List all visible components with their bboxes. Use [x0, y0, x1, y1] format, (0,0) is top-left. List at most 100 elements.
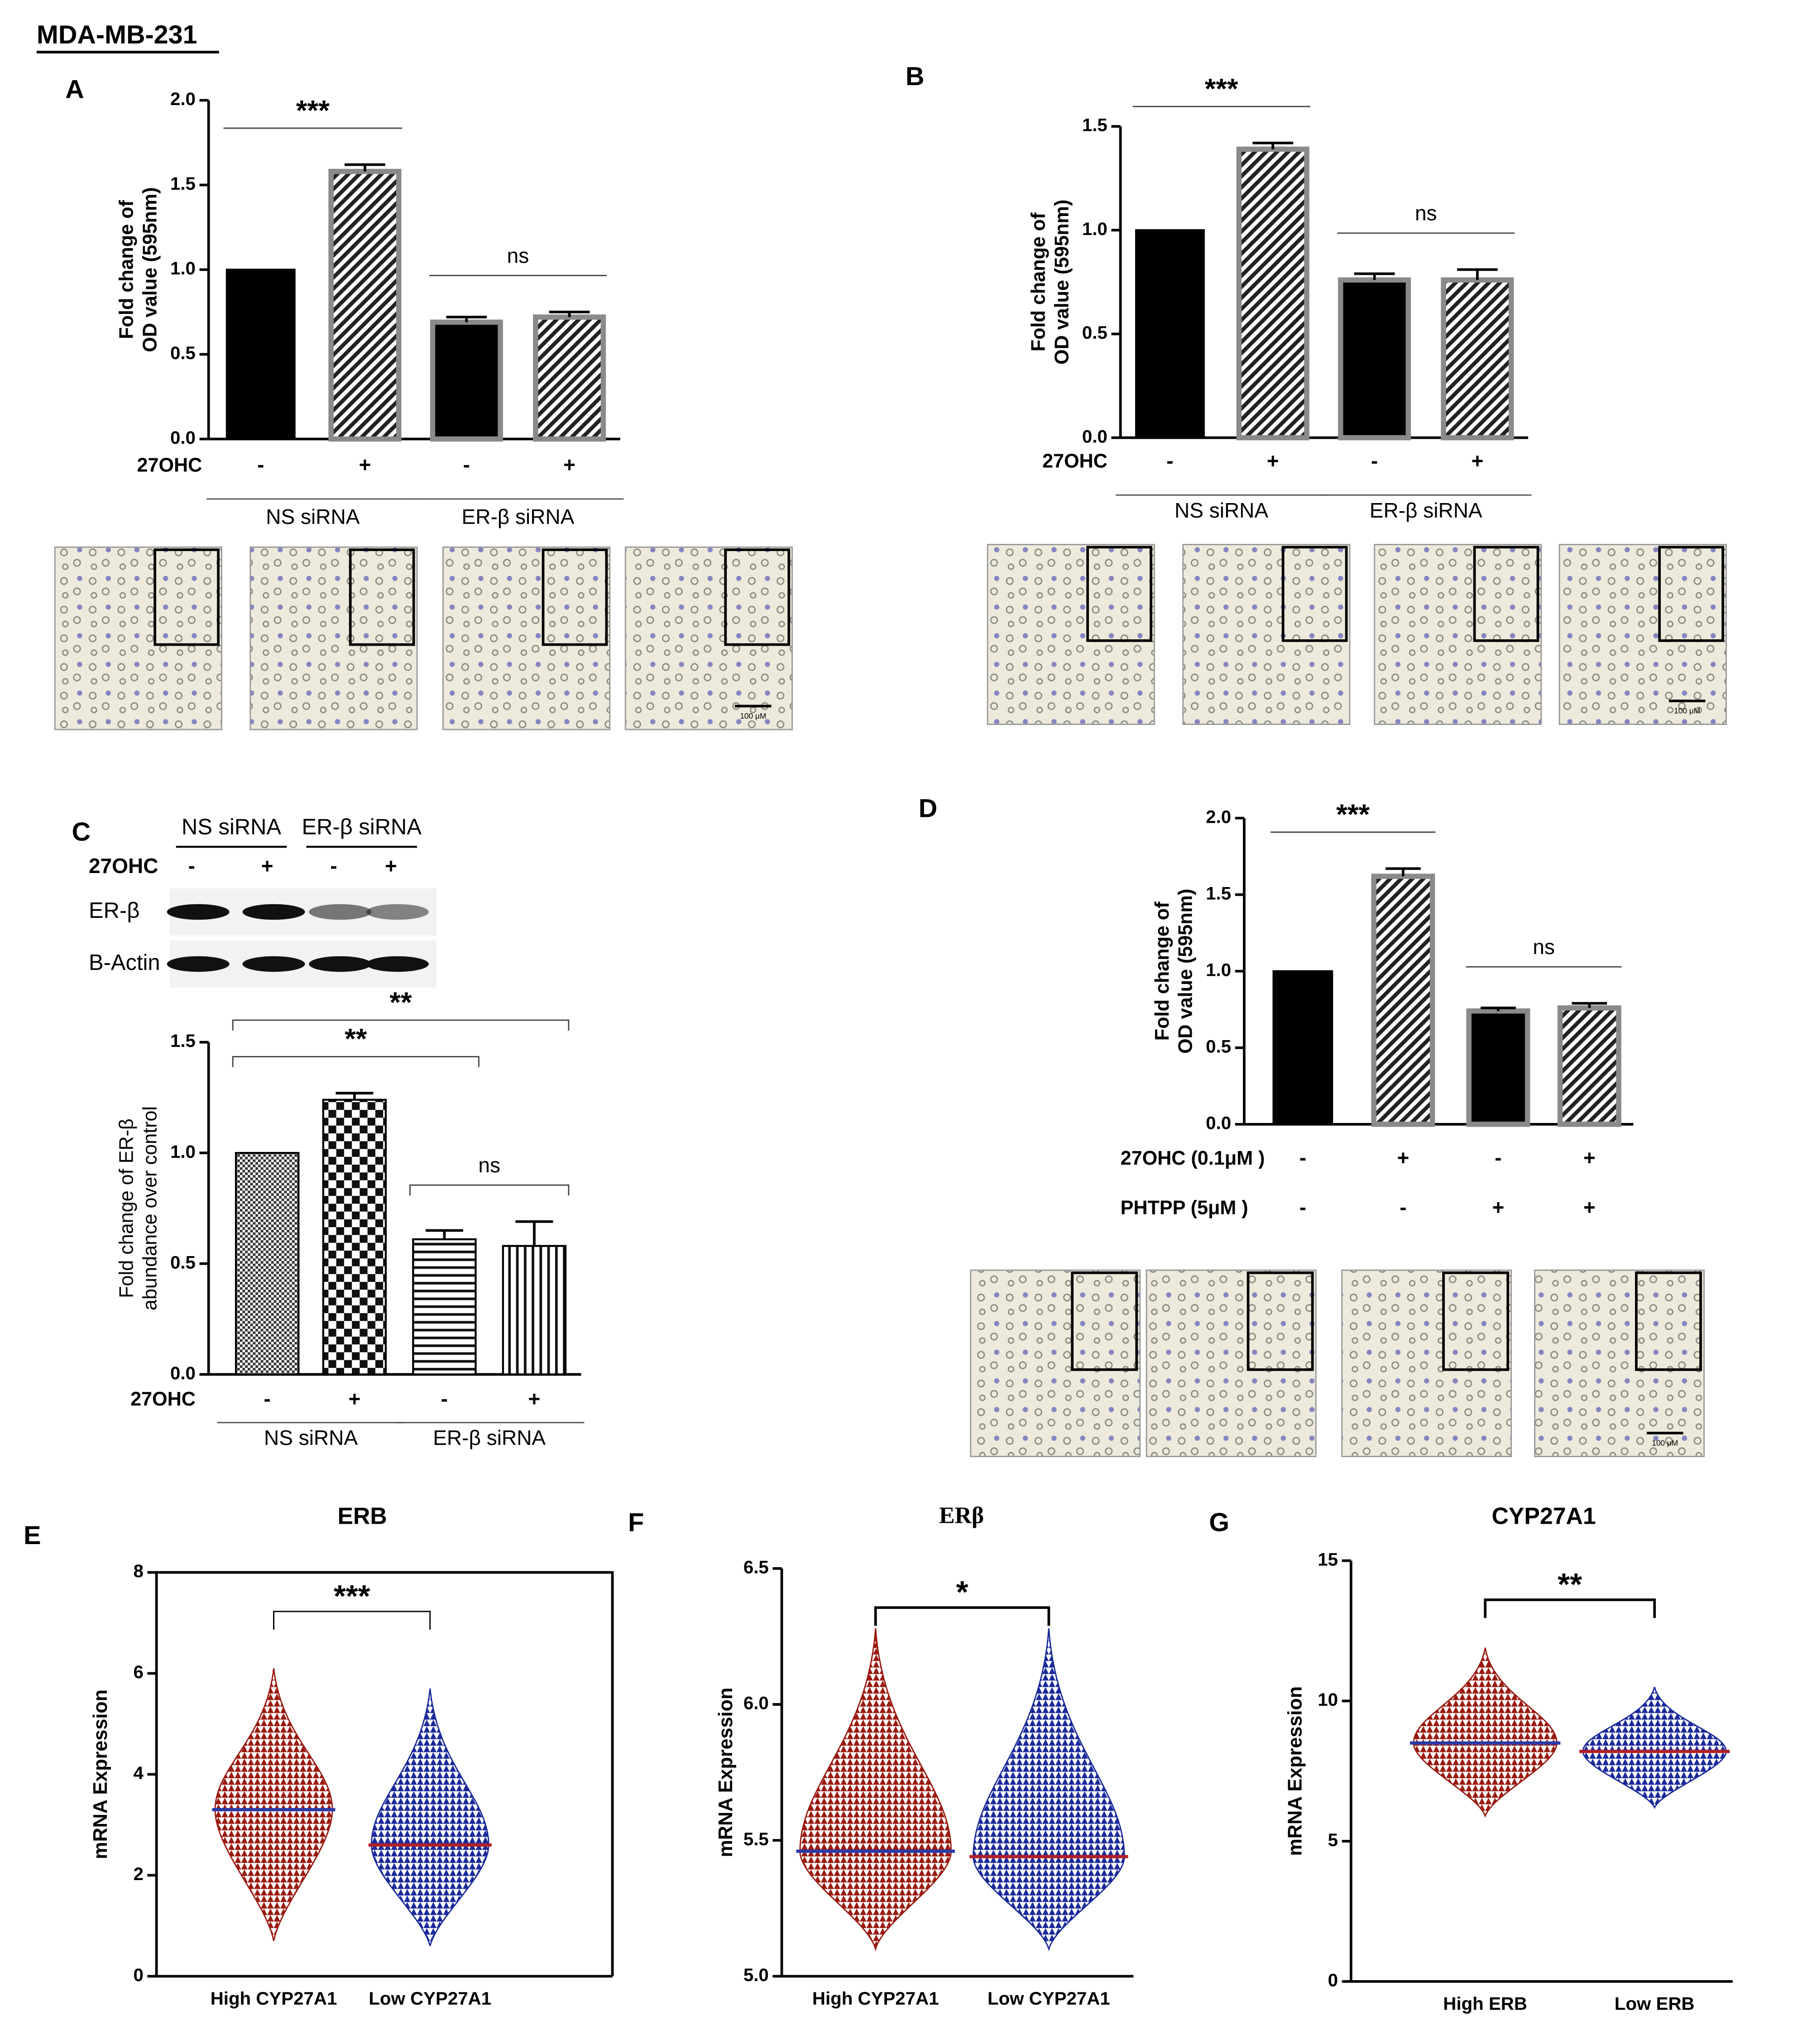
bar — [1557, 1005, 1621, 1127]
y-tick-label: 1.5 — [170, 173, 196, 194]
micrograph — [1374, 544, 1542, 725]
significance-label: ** — [389, 987, 412, 1018]
micrograph-inset — [1635, 1271, 1702, 1371]
y-axis-label: mRNA Expression — [1284, 1686, 1306, 1856]
bar — [502, 1245, 567, 1376]
micrograph — [1534, 1269, 1705, 1457]
treatment-sign: + — [1471, 449, 1483, 472]
row-label: 27OHC — [130, 1388, 196, 1410]
error-bar — [1386, 867, 1421, 877]
panel-letter: A — [65, 75, 84, 104]
error-bar — [1354, 272, 1395, 280]
chart-title: CYP27A1 — [1492, 1502, 1596, 1529]
bar — [225, 269, 296, 440]
significance-label: ** — [345, 1023, 367, 1055]
scale-bar-label: 100 μM — [740, 711, 766, 720]
y-tick-label: 0 — [133, 1965, 143, 1985]
y-axis-label: OD value (595nm) — [1051, 200, 1073, 365]
treatment-sign: - — [1299, 1195, 1306, 1219]
y-axis-label: mRNA Expression — [90, 1689, 111, 1859]
error-bar — [515, 1220, 553, 1246]
blot-band — [167, 956, 230, 972]
scale-bar-label: 100 μM — [1674, 706, 1700, 715]
y-tick-label: 4 — [133, 1763, 144, 1783]
bar — [1466, 1008, 1530, 1127]
treatment-sign: - — [264, 1387, 270, 1411]
y-tick-label: 5.0 — [743, 1965, 769, 1985]
bar — [1371, 873, 1435, 1127]
y-tick-label: 5 — [1328, 1830, 1338, 1850]
significance-bracket — [1484, 1598, 1656, 1618]
y-tick-label: 6 — [133, 1662, 143, 1682]
micrograph-inset — [153, 548, 220, 646]
group-label: ER-β siRNA — [1370, 499, 1482, 522]
micrograph — [1146, 1269, 1317, 1457]
error-bar — [549, 311, 590, 317]
error-bar — [336, 1092, 374, 1100]
chart-title: ERB — [338, 1502, 387, 1529]
micrograph — [54, 546, 222, 730]
significance-label: ** — [1558, 1566, 1582, 1602]
y-tick-label: 0.5 — [1206, 1036, 1231, 1056]
y-tick-label: 1.5 — [1082, 115, 1108, 135]
bar — [328, 168, 402, 442]
bar — [1441, 277, 1514, 441]
treatment-sign: + — [359, 453, 371, 476]
swarm — [973, 1628, 1125, 1952]
micrograph-inset — [349, 548, 415, 646]
bar — [1135, 229, 1205, 439]
treatment-sign: - — [441, 1387, 448, 1411]
y-tick-label: 0.0 — [1206, 1113, 1231, 1133]
plot-frame — [156, 1571, 614, 1977]
x-tick-label: High CYP27A1 — [812, 1988, 939, 2009]
y-tick-label: 10 — [1318, 1689, 1338, 1710]
y-tick-label: 6.5 — [743, 1557, 769, 1578]
significance-label: ns — [1415, 202, 1437, 225]
y-tick-label: 15 — [1318, 1549, 1338, 1569]
micrograph-inset — [1658, 546, 1724, 642]
panel-letter: B — [906, 62, 925, 91]
swarm — [370, 1688, 489, 1949]
blot-band — [366, 956, 429, 972]
blot-band-label: B-Actin — [89, 950, 160, 975]
treatment-sign: - — [1495, 1146, 1501, 1170]
figure-header: MDA-MB-231 — [37, 20, 197, 49]
panel-letter: C — [72, 817, 91, 846]
y-tick-label: 1.0 — [170, 1142, 196, 1162]
significance-label: *** — [334, 1578, 370, 1613]
micrograph-inset — [1281, 546, 1348, 642]
y-tick-label: 0.5 — [1082, 322, 1108, 343]
error-bar — [1572, 1002, 1607, 1008]
treatment-sign: + — [528, 1387, 541, 1411]
treatment-sign: - — [257, 453, 264, 476]
significance-label: * — [956, 1574, 969, 1610]
blot-band — [167, 904, 230, 920]
panel-letter: E — [24, 1521, 41, 1550]
chart-title: ERβ — [939, 1503, 984, 1529]
error-bar — [1457, 268, 1498, 280]
y-axis-label: Fold change of ER-β — [116, 1118, 138, 1298]
error-bar — [446, 316, 487, 322]
blot-treatment-label: 27OHC — [89, 854, 158, 878]
y-tick-label: 1.0 — [1082, 219, 1108, 239]
bar — [412, 1238, 477, 1376]
y-axis-label: abundance over control — [139, 1106, 161, 1310]
blot-group-label: ER-β siRNA — [302, 815, 422, 840]
x-tick-label: Low ERB — [1615, 1993, 1695, 2014]
significance-label: *** — [1336, 799, 1370, 830]
treatment-sign: - — [1166, 449, 1173, 472]
y-axis-label: Fold change of — [1028, 212, 1050, 351]
y-tick-label: 0 — [1328, 1970, 1338, 1991]
micrograph-inset — [542, 548, 608, 646]
bar — [235, 1152, 300, 1376]
significance-bracket — [874, 1606, 1050, 1626]
x-tick-label: Low CYP27A1 — [369, 1988, 491, 2009]
blot-band — [309, 904, 372, 920]
y-tick-label: 2.0 — [1206, 806, 1231, 827]
significance-label: ns — [507, 244, 529, 267]
blot-band — [309, 956, 372, 972]
significance-line — [232, 1019, 570, 1031]
micrograph — [987, 544, 1155, 725]
blot-band-label: ER-β — [89, 898, 139, 923]
